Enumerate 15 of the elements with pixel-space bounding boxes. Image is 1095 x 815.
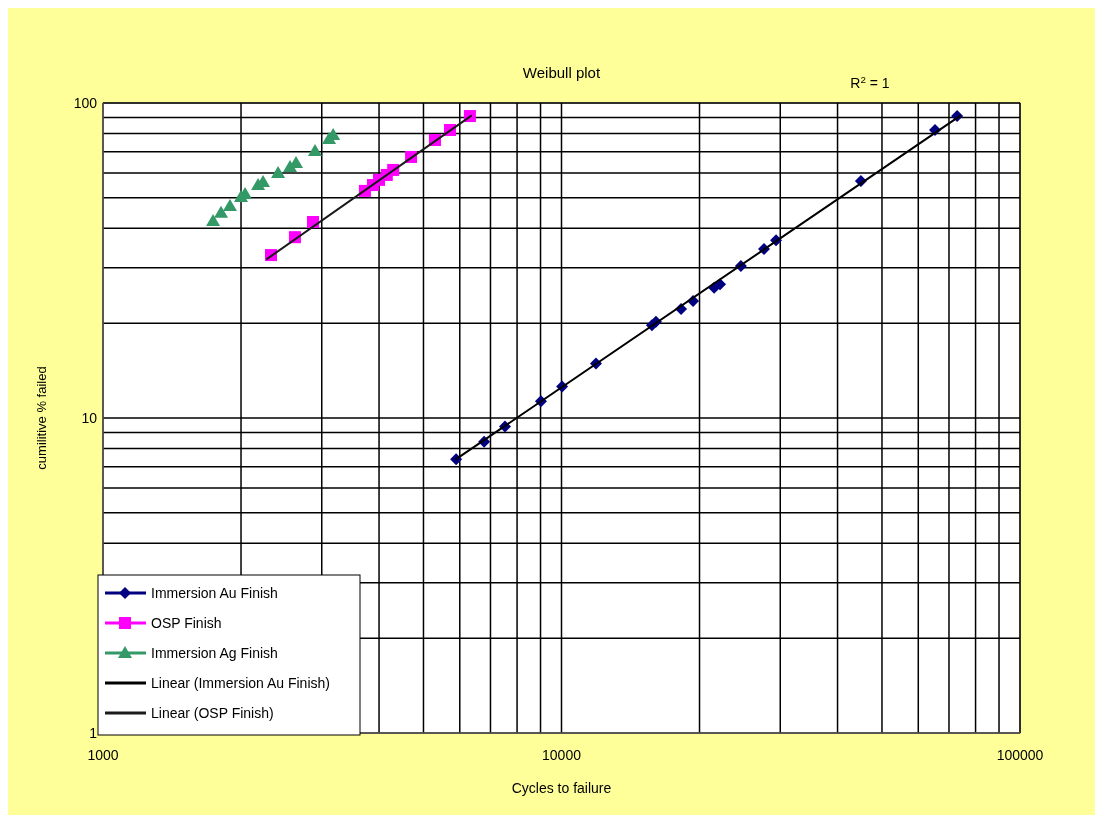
- x-tick-label: 10000: [542, 747, 582, 763]
- legend-label: Linear (OSP Finish): [151, 705, 274, 721]
- legend-label: OSP Finish: [151, 615, 222, 631]
- chart-title: Weibull plot: [522, 64, 601, 81]
- y-axis-title: cumilitive % failed: [34, 366, 49, 470]
- x-tick-label: 1000: [87, 747, 119, 763]
- y-tick-label: 10: [81, 410, 98, 426]
- legend-label: Immersion Au Finish: [151, 585, 278, 601]
- legend-label: Linear (Immersion Au Finish): [151, 675, 330, 691]
- y-tick-label: 100: [73, 95, 98, 111]
- text: R$^{2}$ = 1: [850, 73, 890, 91]
- x-axis-title: Cycles to failure: [511, 780, 612, 796]
- x-tick-label: 100000: [996, 747, 1044, 763]
- y-tick-label: 1: [89, 725, 98, 741]
- legend-label: Immersion Ag Finish: [151, 645, 278, 661]
